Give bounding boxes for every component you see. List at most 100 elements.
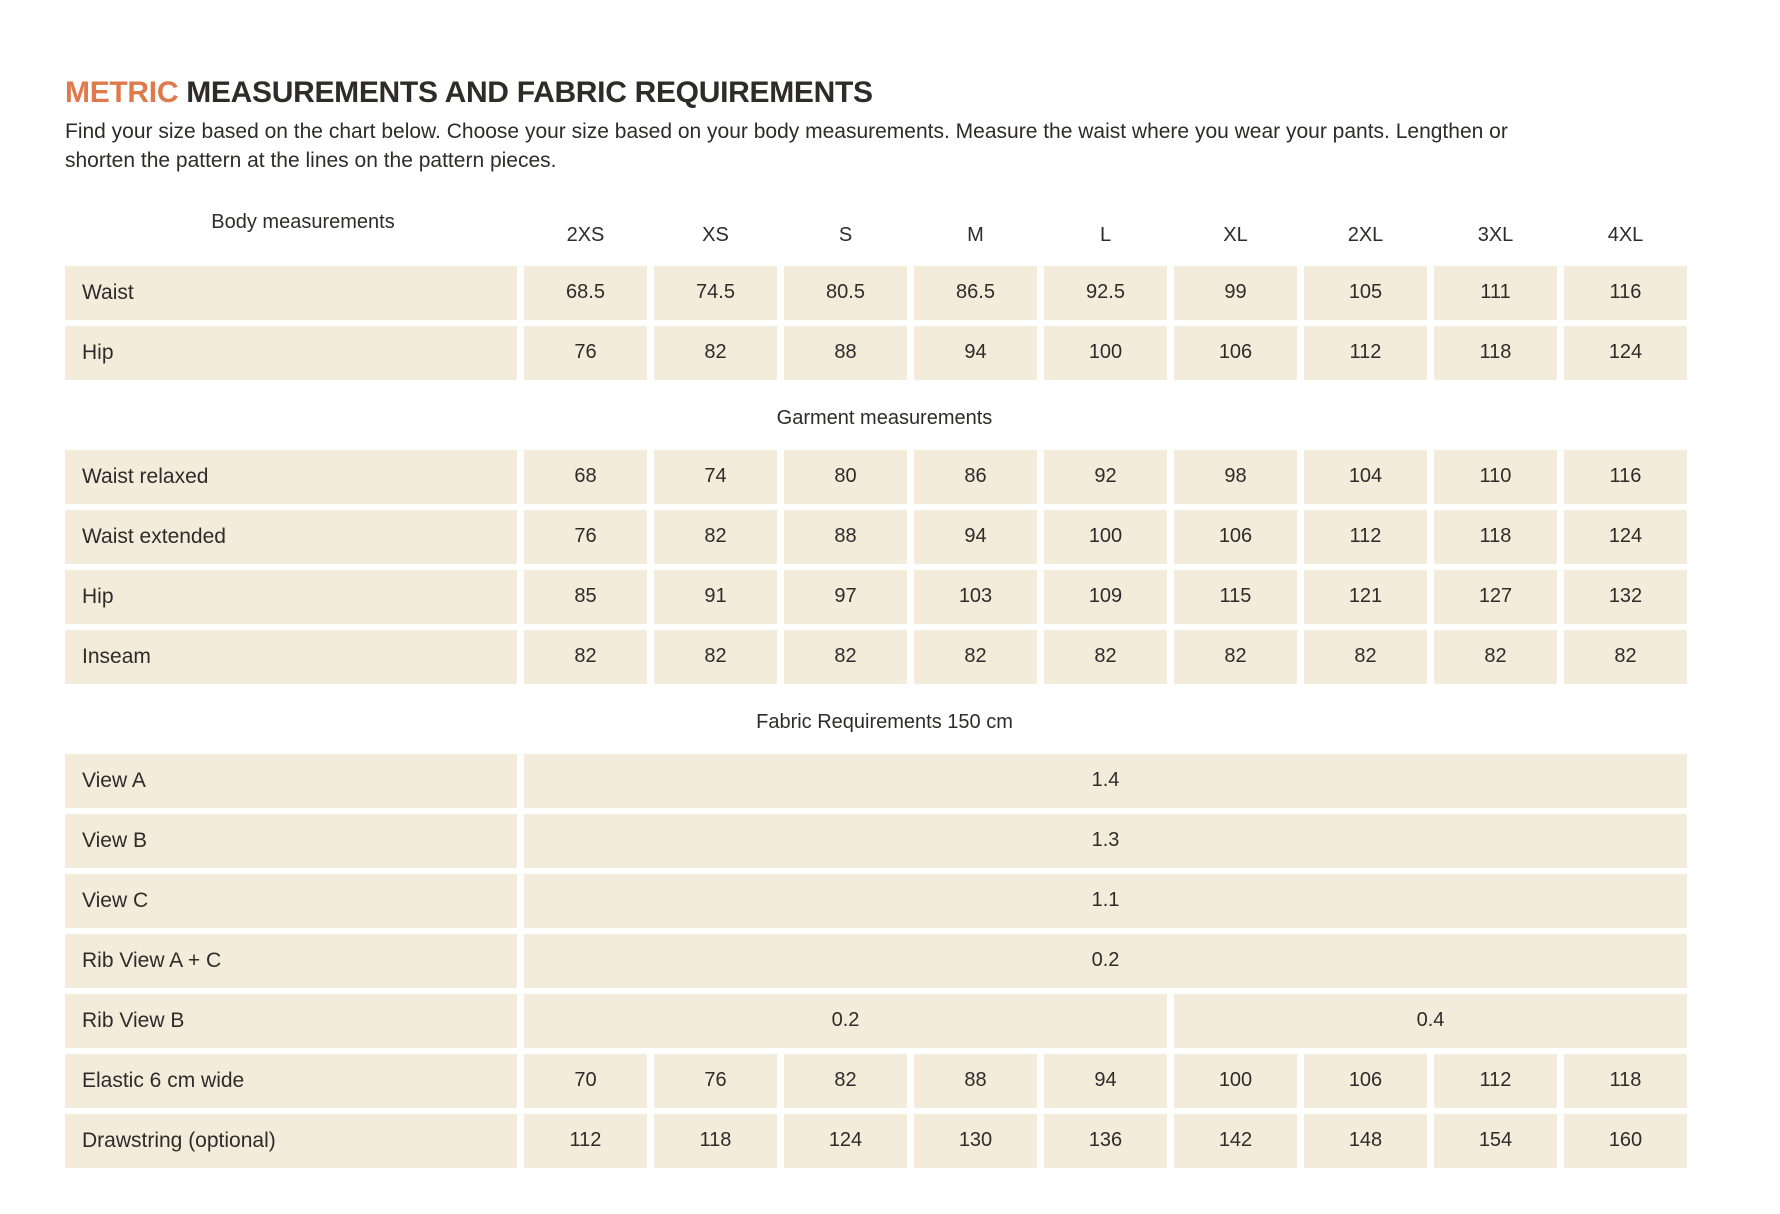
value-cell: 85	[524, 569, 647, 624]
value-cell: 82	[1564, 629, 1687, 684]
merged-value-cell: 1.1	[524, 873, 1687, 928]
size-table: Body measurements 2XS XS S M L XL 2XL 3XL 4XL Wais…	[65, 197, 1687, 1168]
section-header: Garment measurements	[65, 385, 1687, 444]
row-label: Waist relaxed	[65, 449, 517, 504]
value-cell: 110	[1434, 449, 1557, 504]
value-cell: 127	[1434, 569, 1557, 624]
page: METRIC MEASUREMENTS AND FABRIC REQUIREME…	[65, 76, 1780, 1168]
value-cell: 112	[524, 1113, 647, 1168]
value-cell: 111	[1434, 265, 1557, 320]
row-label: View A	[65, 753, 517, 808]
value-cell: 132	[1564, 569, 1687, 624]
value-cell: 82	[654, 325, 777, 380]
section-header: Fabric Requirements 150 cm	[65, 689, 1687, 748]
row-label: Inseam	[65, 629, 517, 684]
size-column-header: 2XL	[1304, 197, 1427, 260]
value-cell: 82	[1434, 629, 1557, 684]
size-column-header: L	[1044, 197, 1167, 260]
value-cell: 82	[784, 1053, 907, 1108]
row-label: Rib View A + C	[65, 933, 517, 988]
value-cell: 94	[914, 325, 1037, 380]
row-label: Hip	[65, 569, 517, 624]
value-cell: 74.5	[654, 265, 777, 320]
value-cell: 118	[1564, 1053, 1687, 1108]
value-cell: 115	[1174, 569, 1297, 624]
value-cell: 124	[784, 1113, 907, 1168]
row-label: Waist extended	[65, 509, 517, 564]
size-column-header: 3XL	[1434, 197, 1557, 260]
value-cell: 100	[1174, 1053, 1297, 1108]
size-column-header: 4XL	[1564, 197, 1687, 260]
value-cell: 118	[1434, 509, 1557, 564]
merged-value-cell: 1.4	[524, 753, 1687, 808]
value-cell: 112	[1434, 1053, 1557, 1108]
value-cell: 104	[1304, 449, 1427, 504]
row-label: Hip	[65, 325, 517, 380]
value-cell: 68.5	[524, 265, 647, 320]
row-label: View C	[65, 873, 517, 928]
merged-value-cell: 0.2	[524, 933, 1687, 988]
value-cell: 121	[1304, 569, 1427, 624]
value-cell: 70	[524, 1053, 647, 1108]
value-cell: 109	[1044, 569, 1167, 624]
value-cell: 106	[1304, 1053, 1427, 1108]
row-label: Waist	[65, 265, 517, 320]
value-cell: 99	[1174, 265, 1297, 320]
row-label: View B	[65, 813, 517, 868]
value-cell: 74	[654, 449, 777, 504]
value-cell: 88	[914, 1053, 1037, 1108]
value-cell: 112	[1304, 325, 1427, 380]
value-cell: 94	[1044, 1053, 1167, 1108]
row-label: Rib View B	[65, 993, 517, 1048]
value-cell: 103	[914, 569, 1037, 624]
value-cell: 86	[914, 449, 1037, 504]
value-cell: 100	[1044, 325, 1167, 380]
title-rest: MEASUREMENTS AND FABRIC REQUIREMENTS	[178, 76, 873, 109]
value-cell: 82	[654, 629, 777, 684]
value-cell: 106	[1174, 325, 1297, 380]
value-cell: 100	[1044, 509, 1167, 564]
value-cell: 76	[654, 1053, 777, 1108]
value-cell: 124	[1564, 325, 1687, 380]
row-label: Elastic 6 cm wide	[65, 1053, 517, 1108]
value-cell: 130	[914, 1113, 1037, 1168]
value-cell: 118	[1434, 325, 1557, 380]
size-column-header: S	[784, 197, 907, 260]
value-cell: 76	[524, 325, 647, 380]
size-column-header: XL	[1174, 197, 1297, 260]
value-cell: 116	[1564, 449, 1687, 504]
value-cell: 82	[1174, 629, 1297, 684]
value-cell: 106	[1174, 509, 1297, 564]
value-cell: 92.5	[1044, 265, 1167, 320]
value-cell: 88	[784, 509, 907, 564]
value-cell: 82	[1304, 629, 1427, 684]
value-cell: 82	[1044, 629, 1167, 684]
value-cell: 148	[1304, 1113, 1427, 1168]
row-label: Drawstring (optional)	[65, 1113, 517, 1168]
value-cell: 116	[1564, 265, 1687, 320]
size-column-header: 2XS	[524, 197, 647, 260]
merged-value-cell: 0.4	[1174, 993, 1687, 1048]
value-cell: 82	[914, 629, 1037, 684]
section-header: Body measurements	[65, 197, 517, 260]
value-cell: 82	[654, 509, 777, 564]
title-accent: METRIC	[65, 76, 179, 109]
size-column-header: M	[914, 197, 1037, 260]
value-cell: 112	[1304, 509, 1427, 564]
page-title: METRIC MEASUREMENTS AND FABRIC REQUIREME…	[65, 76, 1780, 110]
value-cell: 97	[784, 569, 907, 624]
value-cell: 160	[1564, 1113, 1687, 1168]
value-cell: 142	[1174, 1113, 1297, 1168]
intro-text: Find your size based on the chart below.…	[65, 120, 1508, 172]
value-cell: 154	[1434, 1113, 1557, 1168]
value-cell: 68	[524, 449, 647, 504]
value-cell: 80	[784, 449, 907, 504]
value-cell: 82	[784, 629, 907, 684]
value-cell: 124	[1564, 509, 1687, 564]
value-cell: 118	[654, 1113, 777, 1168]
value-cell: 136	[1044, 1113, 1167, 1168]
value-cell: 98	[1174, 449, 1297, 504]
value-cell: 82	[524, 629, 647, 684]
value-cell: 88	[784, 325, 907, 380]
value-cell: 76	[524, 509, 647, 564]
